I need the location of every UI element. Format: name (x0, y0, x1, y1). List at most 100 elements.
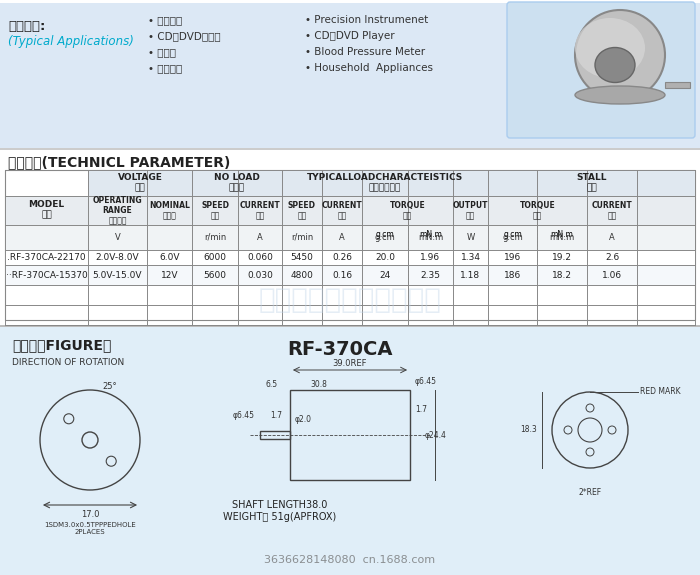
Text: SHAFT LENGTH38.0: SHAFT LENGTH38.0 (232, 500, 328, 510)
Text: 1.96: 1.96 (421, 253, 440, 262)
Text: MODEL
型号: MODEL 型号 (29, 200, 64, 220)
Text: SPEED
转速: SPEED 转速 (201, 201, 229, 220)
Text: mN.m: mN.m (419, 230, 442, 239)
Text: 典型用途:: 典型用途: (8, 20, 46, 33)
Text: 0.030: 0.030 (247, 270, 273, 279)
Bar (665, 82, 690, 88)
Text: • CD、DVD Player: • CD、DVD Player (305, 31, 395, 41)
Text: φ6.45: φ6.45 (233, 411, 255, 420)
Text: V: V (115, 233, 120, 242)
Text: 2.0V-8.0V: 2.0V-8.0V (96, 253, 139, 262)
Text: 2.6: 2.6 (605, 253, 619, 262)
Text: 2*REF: 2*REF (578, 488, 601, 497)
Text: 技术参数(TECHNICL PARAMETER): 技术参数(TECHNICL PARAMETER) (8, 155, 230, 169)
Text: g.cm: g.cm (376, 230, 394, 239)
Text: 18.2: 18.2 (552, 270, 572, 279)
Bar (88, 170, 695, 196)
Text: STALL
堵转: STALL 堵转 (576, 173, 607, 193)
Bar (0, 0, 700, 3)
Text: VOLTAGE
电压: VOLTAGE 电压 (118, 173, 162, 193)
Text: 6.5: 6.5 (265, 380, 277, 389)
Text: • 精密仪器: • 精密仪器 (148, 15, 182, 25)
Text: NOMINAL
标称値: NOMINAL 标称値 (149, 201, 190, 220)
Bar (290, 390, 410, 480)
Bar (0, 0, 700, 148)
Text: mN.m: mN.m (418, 233, 443, 242)
Text: • 血压计: • 血压计 (148, 47, 176, 57)
Text: 6.0V: 6.0V (160, 253, 180, 262)
Text: 20.0: 20.0 (375, 253, 395, 262)
Text: 0.060: 0.060 (247, 253, 273, 262)
Text: 18.3: 18.3 (520, 426, 537, 435)
Text: TORQUE
力矩: TORQUE 力矩 (390, 201, 426, 220)
Text: DIRECTION OF ROTATION: DIRECTION OF ROTATION (12, 358, 125, 367)
Text: 17.0: 17.0 (80, 510, 99, 519)
Text: 1SDM3.0x0.5TPPPEDHOLE
2PLACES: 1SDM3.0x0.5TPPPEDHOLE 2PLACES (44, 522, 136, 535)
Text: 2.35: 2.35 (421, 270, 440, 279)
Ellipse shape (575, 86, 665, 104)
Bar (5, 250, 695, 265)
Text: (Typical Applications): (Typical Applications) (8, 35, 134, 48)
Text: 1.7: 1.7 (415, 405, 427, 415)
Text: 5450: 5450 (290, 253, 314, 262)
Text: 外形图（FIGURE）: 外形图（FIGURE） (12, 338, 111, 352)
Text: RF-370CA: RF-370CA (287, 340, 393, 359)
Text: WEIGHT： 51g(APFROX): WEIGHT： 51g(APFROX) (223, 512, 337, 522)
Text: 186: 186 (504, 270, 521, 279)
Text: 39.0REF: 39.0REF (332, 359, 368, 368)
Ellipse shape (575, 18, 645, 78)
Text: 30.8: 30.8 (310, 380, 327, 389)
Text: 6000: 6000 (204, 253, 227, 262)
Text: ··RF-370CA-15370: ··RF-370CA-15370 (6, 270, 87, 279)
Text: mN.m: mN.m (551, 230, 573, 239)
Text: • CD、DVD播放机: • CD、DVD播放机 (148, 31, 220, 41)
Text: 0.16: 0.16 (332, 270, 352, 279)
FancyBboxPatch shape (507, 2, 695, 138)
Text: φ24.4: φ24.4 (425, 431, 447, 439)
Text: NO LOAD
无负载: NO LOAD 无负载 (214, 173, 260, 193)
Text: A: A (339, 233, 345, 242)
Text: 25°: 25° (103, 382, 118, 391)
Text: CURRENT
电流: CURRENT 电流 (239, 201, 281, 220)
Text: 1.7: 1.7 (270, 411, 282, 420)
Text: W: W (466, 233, 475, 242)
Text: TORQUE
力矩: TORQUE 力矩 (519, 201, 555, 220)
Text: 3636628148080  cn.1688.com: 3636628148080 cn.1688.com (265, 555, 435, 565)
Text: 24: 24 (379, 270, 391, 279)
Text: SPEED
转速: SPEED 转速 (288, 201, 316, 220)
Bar (5, 170, 695, 320)
Text: g.cm: g.cm (374, 233, 395, 242)
Text: g.cm: g.cm (503, 230, 522, 239)
Text: • 家用电器: • 家用电器 (148, 63, 182, 73)
Text: 1.18: 1.18 (461, 270, 481, 279)
Text: 4800: 4800 (290, 270, 314, 279)
Ellipse shape (575, 10, 665, 100)
Text: A: A (609, 233, 615, 242)
Text: 5600: 5600 (204, 270, 227, 279)
Bar (0, 148, 700, 150)
Text: • Household  Appliances: • Household Appliances (305, 63, 433, 73)
Text: • Blood Pressure Meter: • Blood Pressure Meter (305, 47, 425, 57)
Text: 5.0V-15.0V: 5.0V-15.0V (92, 270, 142, 279)
Text: φ6.45: φ6.45 (415, 378, 437, 386)
Bar (5, 225, 695, 250)
Text: 深圳市品成电机有限公司: 深圳市品成电机有限公司 (258, 286, 442, 314)
Bar (260, 431, 290, 439)
Bar (5, 265, 695, 285)
Text: CURRENT
电流: CURRENT 电流 (592, 201, 632, 220)
Text: RED MARK: RED MARK (640, 388, 680, 397)
Text: φ2.0: φ2.0 (295, 416, 312, 424)
Text: .RF-370CA-22170: .RF-370CA-22170 (7, 253, 86, 262)
Bar (0, 325, 700, 327)
Ellipse shape (595, 48, 635, 82)
Text: 19.2: 19.2 (552, 253, 572, 262)
Text: CURRENT
电流: CURRENT 电流 (321, 201, 363, 220)
Text: OPERATING
RANGE
使用范围: OPERATING RANGE 使用范围 (92, 196, 142, 225)
Text: TYPICALLOADCHARACTEISTICS
典型负载特性: TYPICALLOADCHARACTEISTICS 典型负载特性 (307, 173, 463, 193)
Text: r/min: r/min (291, 233, 313, 242)
Text: A: A (257, 233, 263, 242)
Text: 196: 196 (504, 253, 521, 262)
Text: mN.m: mN.m (550, 233, 575, 242)
Bar (5, 196, 695, 225)
Text: OUTPUT
功率: OUTPUT 功率 (453, 201, 489, 220)
